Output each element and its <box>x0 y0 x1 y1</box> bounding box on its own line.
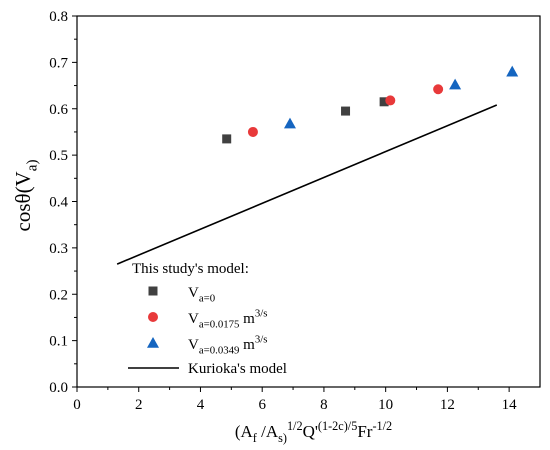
series-1-point-0 <box>247 126 258 137</box>
x-tick-label-6: 6 <box>258 397 266 413</box>
legend-label-1: Va=0.0175 m3/s <box>188 308 267 331</box>
kurioka-model-line <box>116 104 498 265</box>
y-tick-label-0.6: 0.6 <box>49 102 68 118</box>
y-tick-label-0.5: 0.5 <box>49 148 68 164</box>
x-tick-label-8: 8 <box>320 397 328 413</box>
x-tick-label-12: 12 <box>440 397 455 413</box>
legend-title: This study's model: <box>132 261 249 277</box>
x-tick-label-0: 0 <box>73 397 81 413</box>
plot-frame <box>76 15 541 388</box>
axes <box>76 15 541 388</box>
legend-label-2: Va=0.0349 m3/s <box>188 334 267 357</box>
data-points <box>222 65 519 144</box>
ticks: 0 2 4 6 8 10 12 14 0.0 0.1 0.2 0.3 0.4 0.5 0.6 0.7 0.8 <box>49 9 517 413</box>
y-tick-label-0.0: 0.0 <box>49 380 68 396</box>
legend-marker-2 <box>147 337 159 348</box>
y-tick-label-0.8: 0.8 <box>49 9 68 25</box>
kurioka-model-line-group <box>116 104 498 265</box>
series-1-point-1 <box>385 95 396 106</box>
x-tick-label-14: 14 <box>502 397 518 413</box>
series-2-point-1 <box>449 78 462 90</box>
legend-label-0: Va=0 <box>188 285 215 305</box>
series-0-point-1 <box>341 106 351 116</box>
series-2-point-0 <box>283 117 296 129</box>
y-axis-title: cosθ(Va) <box>11 160 40 232</box>
series-1-point-2 <box>433 84 444 95</box>
x-tick-label-2: 2 <box>135 397 143 413</box>
x-tick-label-10: 10 <box>378 397 393 413</box>
series-0-point-0 <box>222 134 232 144</box>
legend-label-kurioka: Kurioka's model <box>188 361 287 377</box>
series-2-point-2 <box>506 65 519 77</box>
x-tick-label-4: 4 <box>197 397 205 413</box>
legend-marker-0 <box>148 286 158 296</box>
y-tick-label-0.3: 0.3 <box>49 241 68 257</box>
legend: This study's model: Va=0 Va=0.0175 m3/s Va=… <box>128 261 287 377</box>
x-axis-title: (Af /As)1/2Q'(1-2c)/5Fr-1/2 <box>235 419 392 445</box>
y-tick-label-0.2: 0.2 <box>49 287 68 303</box>
axis-titles: (Af /As)1/2Q'(1-2c)/5Fr-1/2 cosθ(Va) <box>11 160 392 446</box>
legend-marker-1 <box>148 312 158 322</box>
series-0-point-2 <box>379 97 389 107</box>
y-tick-label-0.7: 0.7 <box>49 55 68 71</box>
y-tick-label-0.4: 0.4 <box>49 195 68 211</box>
y-tick-label-0.1: 0.1 <box>49 334 68 350</box>
